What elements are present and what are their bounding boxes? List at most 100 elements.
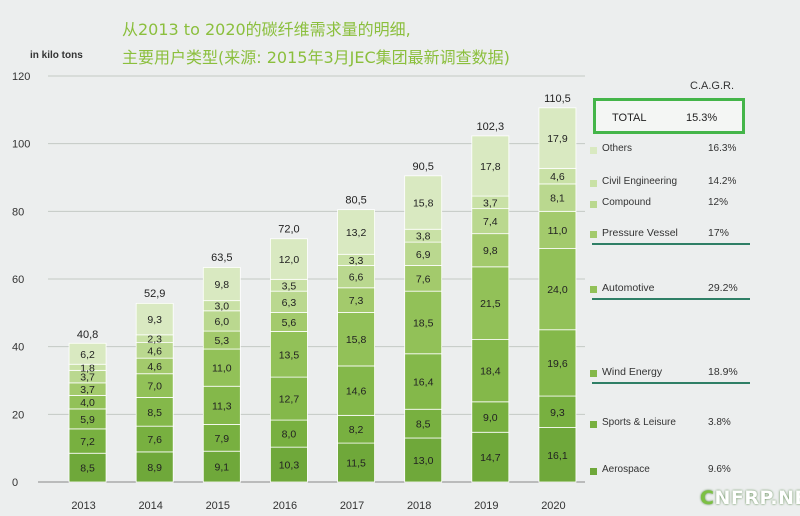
legend-series-name: Sports & Leisure [602,417,676,428]
legend-cagr-value: 9.6% [708,464,731,475]
x-tick-label: 2016 [273,500,297,512]
legend-series-name: Wind Energy [602,366,663,378]
data-label: 9,8 [483,245,498,257]
y-tick-label: 0 [12,477,18,489]
bar-segment [538,210,577,249]
data-label: 3,5 [282,280,297,292]
legend-underline [592,298,750,300]
legend-series-name: Aerospace [602,464,650,475]
bar-segment [538,248,577,331]
bar-segment [471,266,510,340]
legend-series-name: Pressure Vessel [602,227,678,239]
data-label: 15,8 [413,198,434,210]
data-label: 5,6 [282,317,297,329]
data-label: 24,0 [547,284,568,296]
data-label: 7,4 [483,216,498,228]
legend-swatch [590,286,597,293]
data-label: 11,0 [548,225,568,237]
total-label: 63,5 [211,252,232,264]
cagr-header: C.A.G.R. [690,80,735,92]
data-label: 3,0 [215,301,230,313]
data-label: 18,5 [413,317,434,329]
data-label: 9,3 [147,314,162,326]
legend-series-name: Civil Engineering [602,176,678,187]
data-label: 4,6 [550,171,565,183]
total-label: 102,3 [477,121,505,133]
data-label: 13,5 [279,349,300,361]
data-label: 11,3 [212,400,232,412]
legend-cagr-value: 17% [708,227,730,239]
data-label: 3,3 [349,255,364,267]
x-tick-label: 2019 [474,500,498,512]
bar-segment [538,329,577,397]
bar-segment [202,348,241,387]
x-tick-label: 2017 [340,500,364,512]
data-label: 7,6 [416,273,431,285]
data-label: 9,0 [483,412,498,424]
total-label: 90,5 [412,161,433,173]
data-label: 13,2 [346,227,367,239]
data-label: 8,5 [416,419,431,431]
bar-segment [404,437,443,483]
y-tick-label: 100 [12,139,30,151]
legend-item: Sports & Leisure 3.8% [590,417,760,439]
legend-underline [592,382,750,384]
legend-series-name: Compound [602,197,651,208]
data-label: 12,7 [279,394,300,406]
legend-item: Civil Engineering 14.2% [590,176,760,198]
legend-item: Compound 12% [590,197,760,219]
x-tick-label: 2018 [407,500,431,512]
chart-subtitle: 主要用户类型(来源: 2015年3月JEC集团最新调查数据) [122,48,510,67]
bar-segment [538,107,577,169]
data-label: 17,9 [547,133,568,145]
data-label: 7,3 [349,295,364,307]
y-tick-label: 60 [12,274,24,286]
legend-series-name: Others [602,143,633,154]
bar-segment [471,208,510,235]
bar-segment [202,424,241,452]
bar-segment [404,290,443,355]
data-label: 4,6 [147,345,162,357]
legend-item: Automotive 29.2% [590,282,760,304]
watermark-logo: CNFRP.NET [700,487,800,509]
bar-segment [270,238,308,280]
data-label: 14,7 [480,452,501,464]
legend-cagr-value: 14.2% [708,176,737,187]
legend-swatch [590,421,597,428]
x-tick-label: 2015 [206,500,230,512]
legend-cagr-value: 29.2% [708,282,738,294]
data-label: 16,4 [413,377,434,389]
data-label: 4,0 [80,397,95,409]
y-tick-label: 120 [12,71,30,83]
data-label: 7,9 [215,433,230,445]
total-label: 40,8 [77,329,98,341]
data-label: 8,9 [147,462,162,474]
data-label: 7,2 [80,436,95,448]
data-label: 11,0 [212,363,232,375]
data-label: 1,8 [80,362,95,374]
total-label: 80,5 [345,195,366,207]
data-label: 2,3 [147,334,162,346]
legend-swatch [590,468,597,475]
data-label: 6,6 [349,272,364,284]
bar-segment [270,446,308,483]
bar-segment [270,376,308,421]
data-label: 15,8 [346,334,367,346]
legend-item: Others 16.3% [590,143,760,165]
legend-swatch [590,147,597,154]
data-label: 5,3 [215,335,230,347]
data-label: 9,1 [215,462,230,474]
data-label: 14,6 [346,386,367,398]
bar-segment [337,442,375,483]
data-label: 6,2 [80,349,95,361]
bar-segment [337,312,375,367]
legend-item: Wind Energy 18.9% [590,366,760,388]
data-label: 6,9 [416,249,431,261]
bar-segment [471,233,510,268]
total-label: 72,0 [278,223,299,235]
legend-cagr-value: 12% [708,197,729,208]
legend-series-name: Automotive [602,282,655,294]
data-label: 3,7 [80,372,95,384]
legend-cagr-value: 16.3% [708,143,737,154]
data-label: 8,0 [282,429,297,441]
